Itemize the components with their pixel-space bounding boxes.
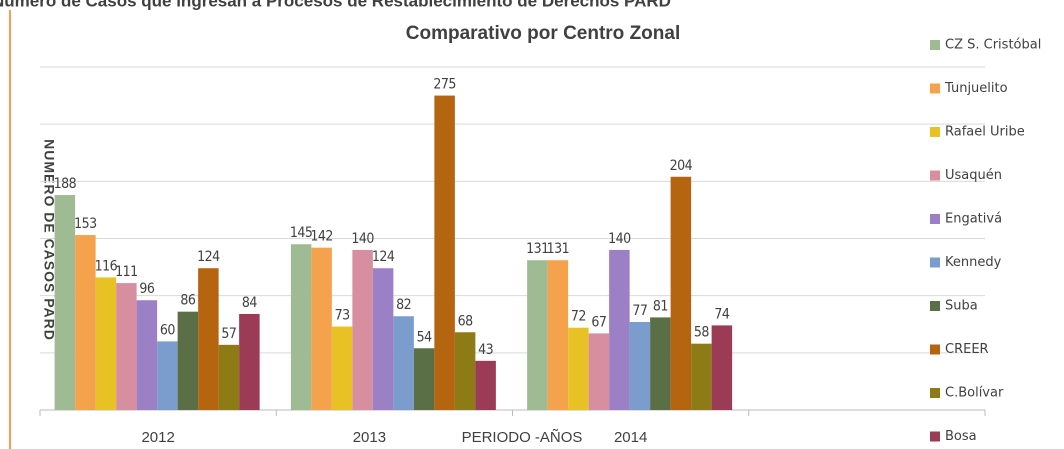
value-label: 140 xyxy=(351,231,374,247)
y-axis-label: NUMERO DE CASOS PARD xyxy=(41,139,57,341)
legend-label: Suba xyxy=(945,299,978,314)
legend-swatch xyxy=(930,344,940,355)
bar xyxy=(372,268,394,410)
value-label: 84 xyxy=(242,295,258,311)
value-label: 188 xyxy=(54,176,77,192)
x-axis-label: PERIODO -AÑOS xyxy=(462,429,583,446)
bar xyxy=(568,327,589,410)
value-label: 82 xyxy=(396,297,411,313)
page-title: Número de Casos que ingresan a Procesos … xyxy=(0,0,671,10)
legend-swatch xyxy=(930,127,940,137)
value-label: 131 xyxy=(547,241,570,257)
bar xyxy=(311,247,332,410)
bar xyxy=(547,260,569,410)
bar xyxy=(331,326,353,410)
bar xyxy=(95,277,117,410)
legend-swatch xyxy=(930,83,940,94)
value-label: 54 xyxy=(417,329,433,345)
legend-label: Usaquén xyxy=(945,168,1002,183)
value-label: 60 xyxy=(160,322,176,338)
x-tick-label: 2013 xyxy=(353,429,386,446)
bar xyxy=(711,325,733,410)
x-tick-label: 2014 xyxy=(614,429,647,446)
value-label: 124 xyxy=(372,249,395,265)
bar xyxy=(157,341,178,410)
value-label: 145 xyxy=(290,225,313,241)
legend-swatch xyxy=(930,257,940,268)
value-label: 58 xyxy=(694,325,710,341)
value-label: 204 xyxy=(670,158,693,174)
value-label: 131 xyxy=(526,241,549,257)
value-label: 153 xyxy=(74,216,97,232)
bar xyxy=(475,360,496,410)
legend-label: Rafael Uribe xyxy=(945,125,1025,140)
legend-swatch xyxy=(930,40,940,50)
value-label: 74 xyxy=(714,306,730,322)
legend-label: Kennedy xyxy=(945,255,1002,270)
bar xyxy=(413,348,435,410)
value-label: 73 xyxy=(335,308,350,324)
legend-label: C.Bolívar xyxy=(945,386,1004,401)
legend-swatch xyxy=(930,301,940,311)
bar xyxy=(116,283,137,410)
bar xyxy=(198,268,219,410)
bar xyxy=(239,313,260,410)
bar xyxy=(177,311,199,410)
value-label: 67 xyxy=(591,314,606,330)
legend-label: CZ S. Cristóbal xyxy=(945,38,1041,53)
value-label: 77 xyxy=(632,303,647,319)
bar xyxy=(136,300,158,410)
bar xyxy=(218,344,240,410)
value-label: 116 xyxy=(95,258,118,274)
value-label: 275 xyxy=(433,77,456,93)
bar xyxy=(290,244,312,410)
bar xyxy=(629,321,651,410)
legend-swatch xyxy=(930,170,940,181)
bar xyxy=(454,332,476,410)
legend-label: Bosa xyxy=(945,429,977,444)
bar xyxy=(527,260,548,410)
value-label: 68 xyxy=(458,313,474,329)
value-label: 124 xyxy=(197,249,220,265)
value-label: 72 xyxy=(571,309,586,325)
x-tick-label: 2012 xyxy=(141,429,174,446)
legend-label: CREER xyxy=(945,342,989,357)
legend-label: Engativá xyxy=(945,212,1002,227)
value-label: 140 xyxy=(608,231,631,247)
bar xyxy=(393,316,414,410)
legend-swatch xyxy=(930,431,940,442)
bar xyxy=(670,176,692,410)
bar xyxy=(352,249,373,410)
value-label: 57 xyxy=(221,326,236,342)
value-label: 86 xyxy=(180,293,196,309)
legend-label: Tunjuelito xyxy=(944,81,1008,96)
value-label: 142 xyxy=(310,229,333,245)
bar xyxy=(75,235,96,410)
value-label: 96 xyxy=(139,281,155,297)
bar xyxy=(54,195,76,410)
legend-swatch xyxy=(930,388,940,398)
chart-title: Comparativo por Centro Zonal xyxy=(406,23,680,44)
bar xyxy=(691,343,712,410)
bar xyxy=(650,317,671,410)
value-label: 111 xyxy=(115,264,138,280)
bar xyxy=(609,249,630,410)
bar xyxy=(434,95,455,410)
legend-swatch xyxy=(930,214,940,224)
bar xyxy=(588,333,610,410)
value-label: 43 xyxy=(478,342,493,358)
value-label: 81 xyxy=(653,298,668,314)
